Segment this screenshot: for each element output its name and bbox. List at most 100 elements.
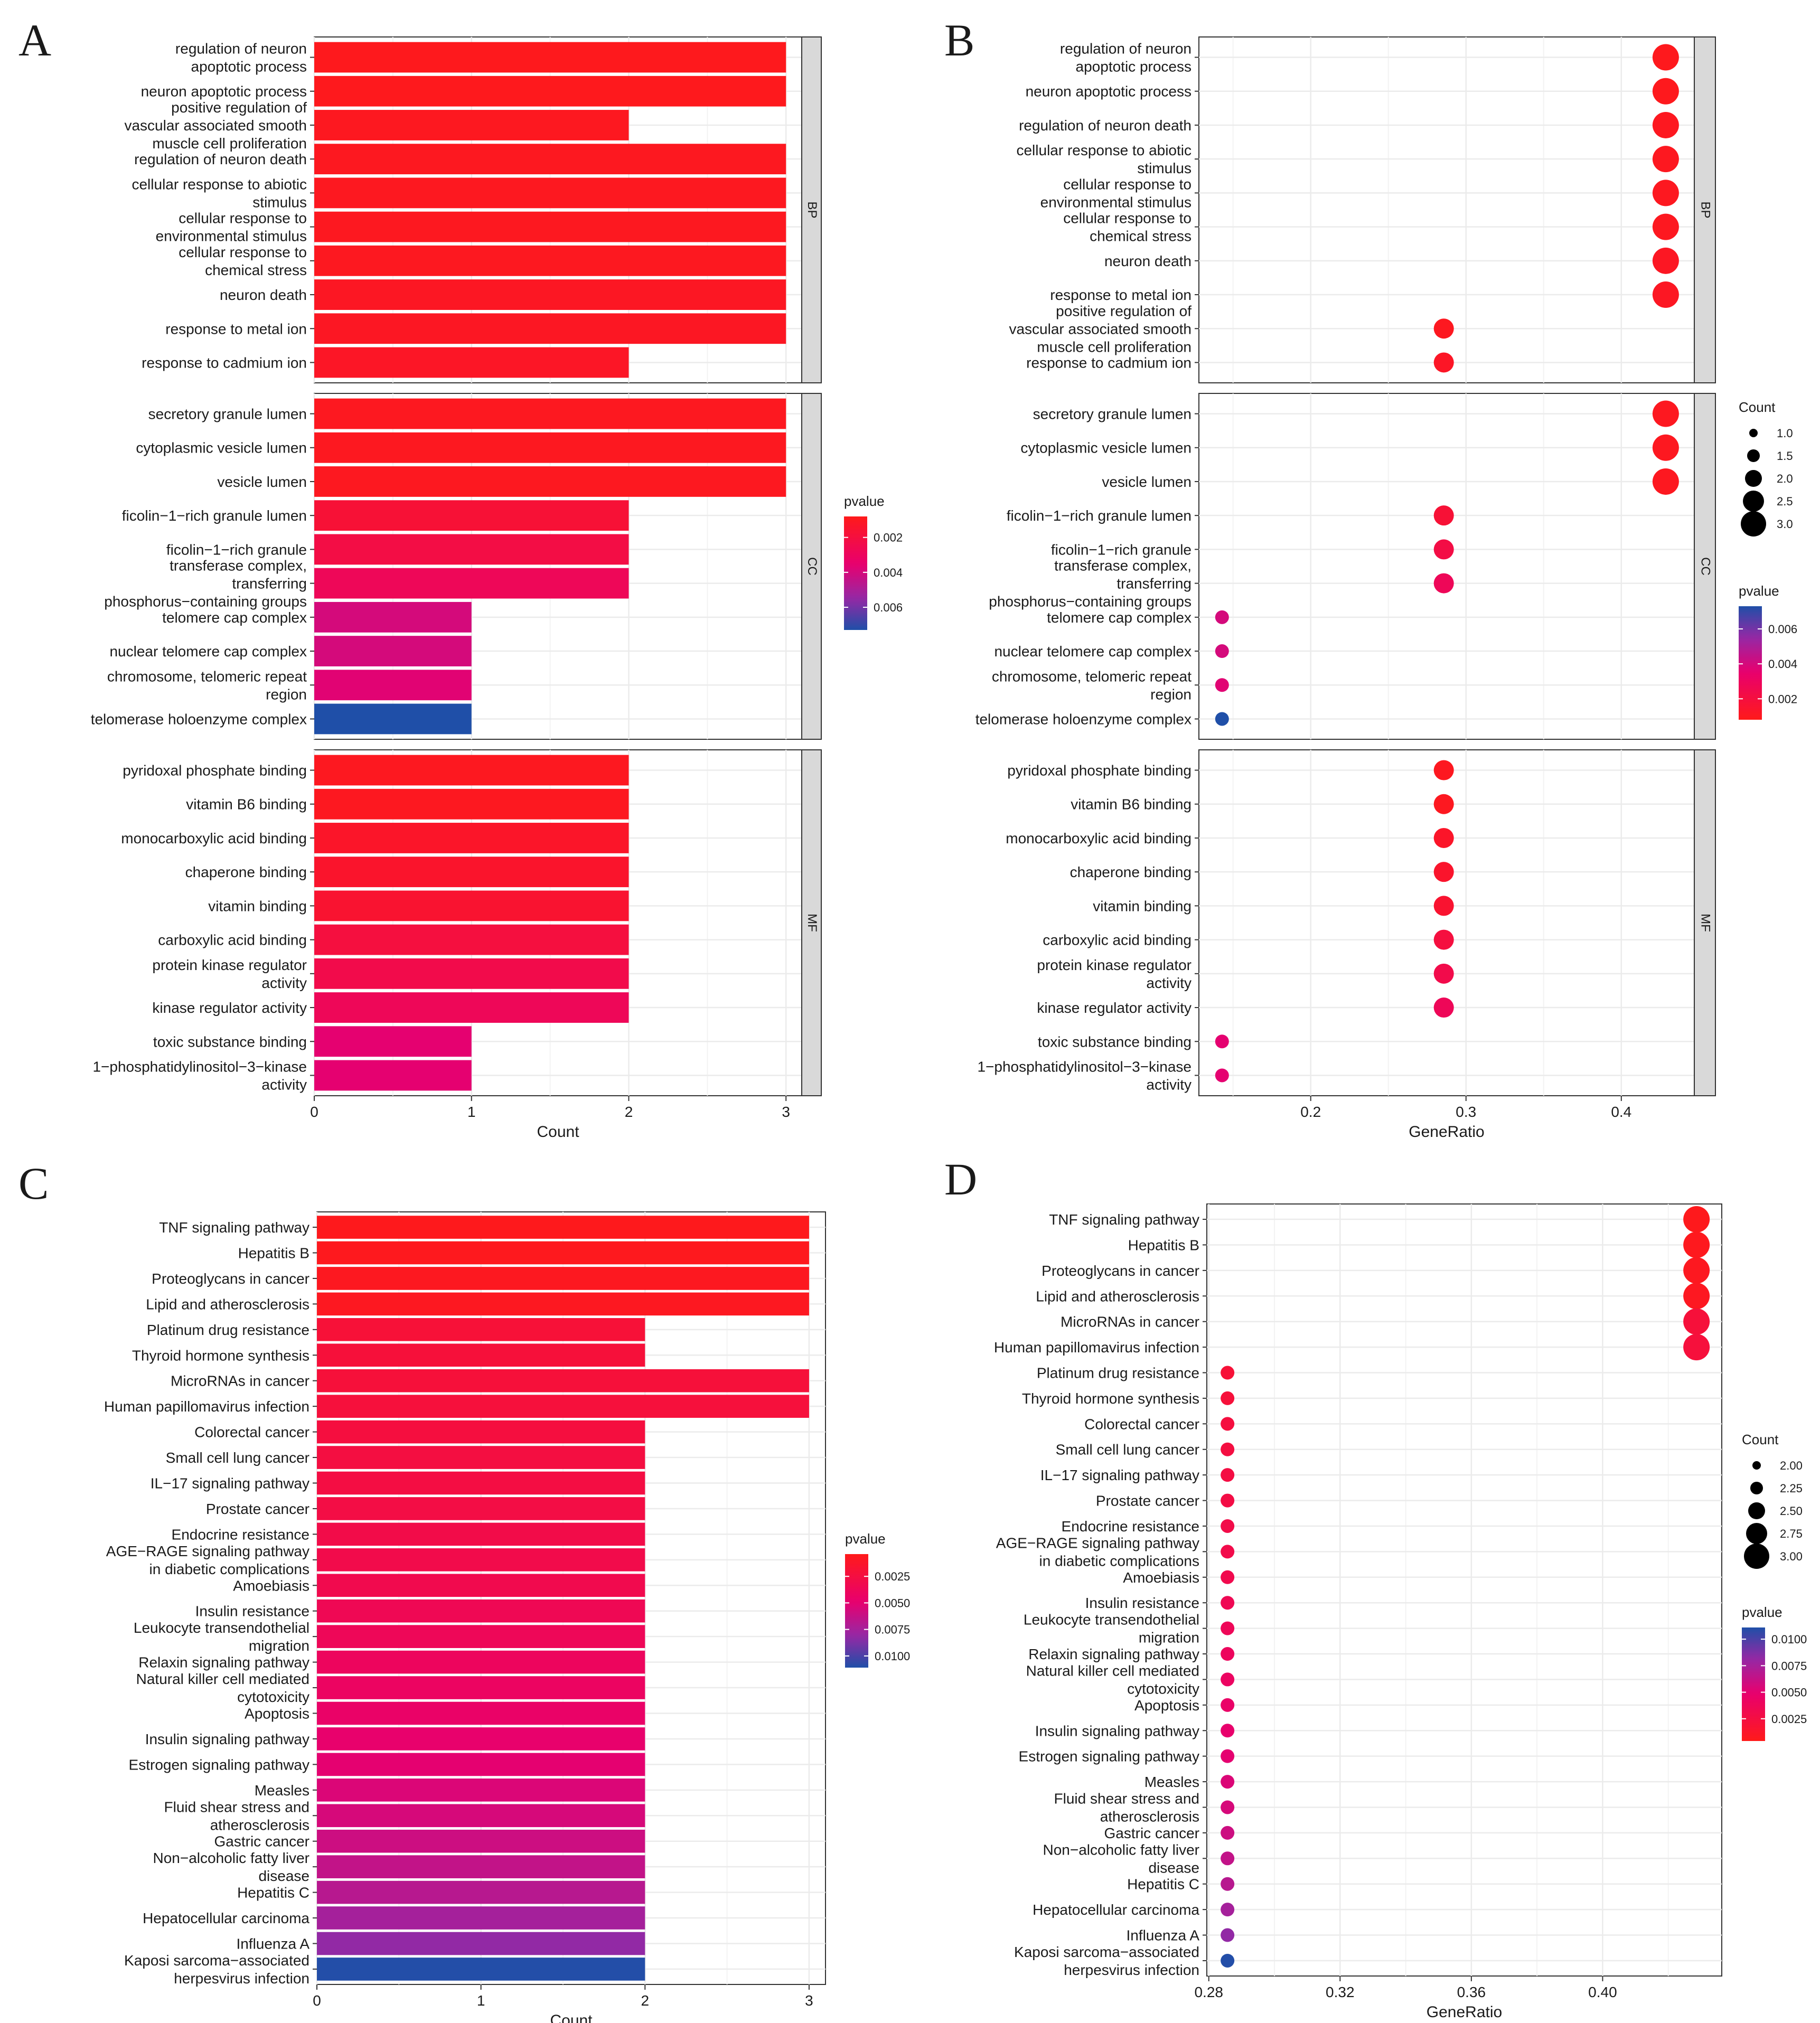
bar <box>314 313 786 344</box>
color-legend-title: pvalue <box>1742 1604 1783 1620</box>
y-tick-label-line: telomere cap complex <box>162 609 307 626</box>
bar <box>314 1060 472 1091</box>
y-tick-label: ficolin−1−rich granule <box>1051 541 1192 558</box>
y-tick-label-line: chemical stress <box>205 262 307 278</box>
panel-label: C <box>18 1158 49 1209</box>
y-tick-label-line: telomerase holoenzyme complex <box>975 711 1192 727</box>
size-legend-key <box>1741 511 1766 537</box>
panel-C: C TNF signaling pathway Hepatitis B Proteog… <box>18 1158 910 2023</box>
bar <box>317 1701 645 1725</box>
color-legend-label: 0.004 <box>1768 657 1797 671</box>
y-tick-label: transferase complex, transferring phosphor… <box>989 558 1192 610</box>
bar <box>314 788 629 820</box>
bar <box>314 1026 472 1057</box>
y-tick-label: Influenza A <box>236 1935 309 1952</box>
y-tick-label-line: phosphorus−containing groups <box>989 594 1192 610</box>
dot <box>1683 1283 1710 1310</box>
dot <box>1221 1698 1235 1712</box>
color-legend-label: 0.0025 <box>1771 1713 1807 1726</box>
dot <box>1221 1724 1235 1738</box>
size-legend-key <box>1744 1544 1769 1569</box>
y-tick-label: secretory granule lumen <box>148 406 307 422</box>
y-tick-label-line: Prostate cancer <box>206 1501 309 1517</box>
y-tick-label-line: apoptotic process <box>191 59 307 75</box>
color-legend-title: pvalue <box>844 493 885 509</box>
y-tick-label-line: neuron death <box>1104 253 1192 269</box>
color-legend: pvalue 0.002 0.004 0.006 <box>844 493 903 630</box>
y-tick-label-line: Kaposi sarcoma−associated <box>1014 1944 1199 1960</box>
size-legend-label: 2.00 <box>1780 1459 1803 1472</box>
y-tick-label: kinase regulator activity <box>1037 1000 1192 1016</box>
y-tick-label-line: secretory granule lumen <box>148 406 307 422</box>
y-tick-label: neuron apoptotic process <box>141 83 307 100</box>
y-tick-label: cellular response to chemical stress <box>1063 210 1192 244</box>
bar <box>317 1804 645 1828</box>
x-tick-label: 0 <box>310 1104 318 1120</box>
dot <box>1652 111 1679 138</box>
y-tick-label: regulation of neuron death <box>1019 117 1192 134</box>
x-tick-label: 3 <box>782 1104 790 1120</box>
y-tick-label: 1−phosphatidylinositol−3−kinase activity <box>92 1058 307 1093</box>
x-axis: 0.28 0.32 0.36 0.40 GeneRatio <box>1194 1976 1617 2021</box>
y-tick-label-line: disease <box>258 1868 309 1884</box>
y-tick-label-line: transferring <box>1117 576 1192 592</box>
y-tick-label-line: neuron death <box>220 287 307 303</box>
y-tick-label-line: Natural killer cell mediated <box>136 1671 309 1687</box>
y-tick-label: Hepatitis B <box>238 1245 309 1262</box>
y-tick-label: Relaxin signaling pathway <box>138 1654 309 1671</box>
color-legend-label: 0.002 <box>874 531 903 544</box>
size-legend-label: 2.75 <box>1780 1527 1803 1540</box>
color-legend-label: 0.0050 <box>1771 1686 1807 1699</box>
y-tick-label-line: Insulin resistance <box>195 1603 309 1620</box>
y-tick-label-line: positive regulation of <box>171 99 307 116</box>
size-legend-label: 1.0 <box>1777 427 1793 440</box>
bar <box>317 1906 645 1930</box>
dot <box>1221 1877 1235 1891</box>
size-legend-title: Count <box>1742 1432 1779 1447</box>
facet-bp: regulation of neuron apoptotic process neu… <box>1009 36 1716 383</box>
y-tick-label-line: Influenza A <box>1126 1927 1199 1944</box>
facet-strip <box>1694 36 1716 383</box>
bar <box>317 1497 645 1520</box>
dot <box>1683 1231 1710 1258</box>
bar <box>317 1267 809 1290</box>
y-tick-label-line: Non−alcoholic fatty liver <box>153 1850 309 1866</box>
y-tick-label-line: herpesvirus infection <box>1064 1962 1199 1978</box>
y-tick-label-line: in diabetic complications <box>149 1561 310 1577</box>
dot <box>1215 644 1229 658</box>
y-tick-label-line: Leukocyte transendothelial <box>134 1620 309 1636</box>
y-tick-label: ficolin−1−rich granule <box>166 541 307 558</box>
y-tick-label-line: Thyroid hormone synthesis <box>132 1347 309 1363</box>
facet-bp: regulation of neuron apoptotic process neu… <box>124 36 822 383</box>
dot <box>1221 1826 1235 1840</box>
y-tick-label: cytoplasmic vesicle lumen <box>136 440 307 456</box>
facet-strip-label: CC <box>805 557 819 576</box>
dot <box>1433 794 1454 814</box>
y-tick-label-line: cytotoxicity <box>1127 1680 1199 1697</box>
dot <box>1433 760 1454 780</box>
dot <box>1221 1903 1235 1917</box>
size-legend-key <box>1747 449 1760 462</box>
color-legend-bar <box>1742 1627 1765 1741</box>
y-tick-label-line: Relaxin signaling pathway <box>138 1654 309 1671</box>
y-tick-label: Fluid shear stress and atherosclerosis <box>1054 1790 1199 1824</box>
y-tick-label: Kaposi sarcoma−associated herpesvirus inf… <box>1014 1944 1199 1978</box>
y-tick-label: Estrogen signaling pathway <box>1019 1748 1199 1765</box>
y-tick-label: IL−17 signaling pathway <box>151 1475 309 1492</box>
y-tick-label-line: response to metal ion <box>1050 287 1192 303</box>
y-tick-label-line: Fluid shear stress and <box>164 1799 309 1815</box>
color-legend-label: 0.0025 <box>875 1570 910 1583</box>
y-tick-label-line: Thyroid hormone synthesis <box>1022 1390 1199 1407</box>
y-tick-label: cellular response to chemical stress <box>179 244 307 278</box>
color-legend-label: 0.006 <box>1768 623 1797 636</box>
dot <box>1221 1570 1235 1584</box>
dot <box>1433 352 1454 373</box>
size-legend-key <box>1752 1461 1761 1470</box>
y-tick-label: Non−alcoholic fatty liver disease <box>153 1850 309 1884</box>
y-tick-label-line: ficolin−1−rich granule lumen <box>1007 507 1192 524</box>
bar <box>314 823 629 853</box>
y-tick-label-line: cytoplasmic vesicle lumen <box>1020 440 1192 456</box>
y-tick-label-line: Endocrine resistance <box>1062 1518 1199 1535</box>
dot <box>1221 1545 1235 1559</box>
x-tick-label: 0 <box>313 1992 321 2009</box>
